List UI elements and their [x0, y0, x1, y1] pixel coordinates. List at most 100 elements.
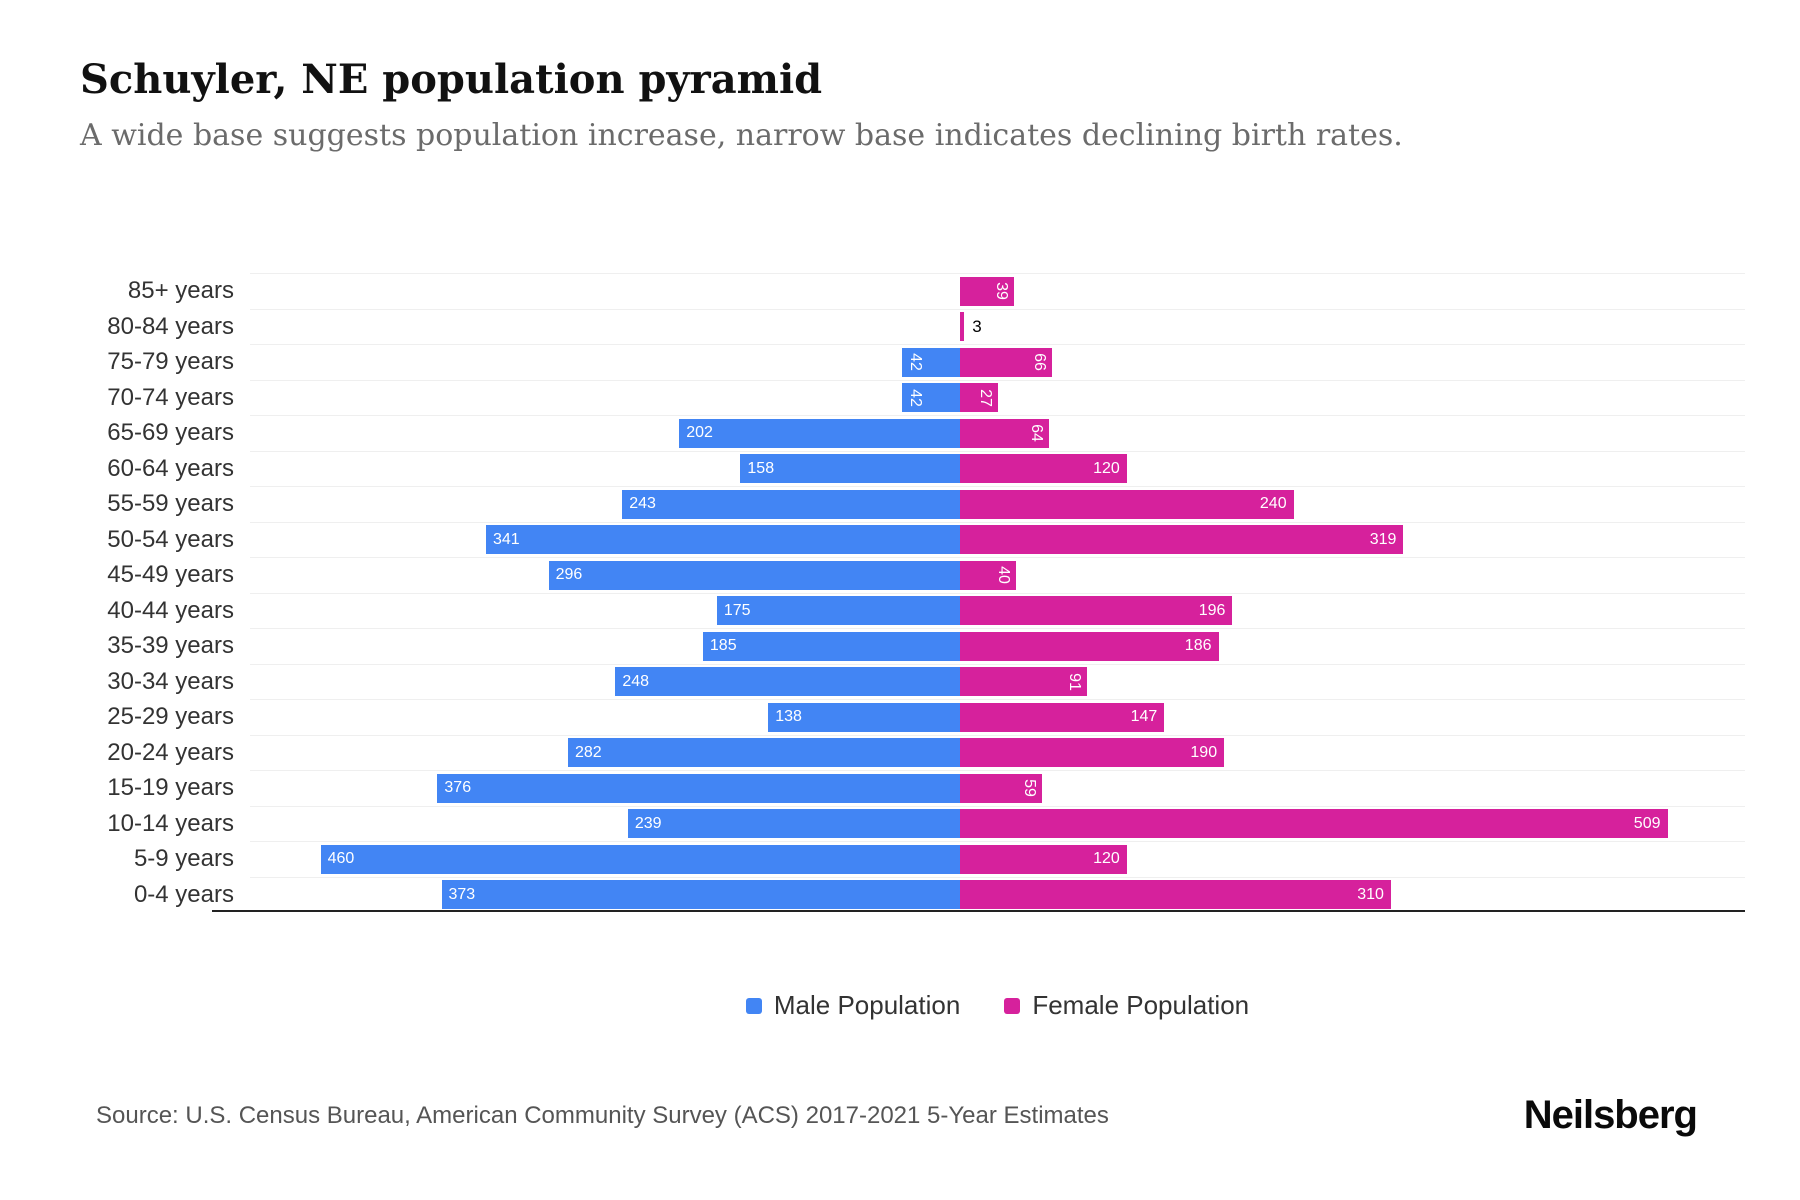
female-zone: 509 [960, 807, 1745, 842]
female-bar[interactable]: 310 [960, 880, 1391, 910]
male-bar[interactable]: 243 [622, 489, 960, 519]
bar-value-label: 296 [555, 566, 583, 584]
row-plot: 158 120 [250, 450, 1745, 487]
female-zone: 310 [960, 878, 1745, 913]
male-bar[interactable]: 282 [568, 738, 960, 768]
pyramid-row: 85+ years 39 [80, 273, 1745, 309]
bar-value-label: 341 [493, 530, 520, 548]
row-plot: 3 [250, 308, 1745, 345]
male-zone: 158 [250, 452, 960, 487]
bar-value-label: 319 [1369, 530, 1397, 548]
age-group-label: 30-34 years [107, 667, 234, 695]
bar-value-label: 91 [1065, 672, 1083, 691]
age-group-label: 75-79 years [107, 348, 234, 375]
female-bar[interactable]: 120 [960, 844, 1127, 874]
pyramid-row: 45-49 years 296 40 [80, 557, 1745, 593]
row-plot: 248 91 [250, 663, 1745, 700]
age-group-label: 60-64 years [107, 454, 234, 482]
female-zone: 319 [960, 523, 1745, 558]
male-bar[interactable]: 248 [615, 667, 960, 697]
chart-plot-area: 85+ years 39 80-84 years 3 75-79 years 42 66 70… [80, 273, 1745, 912]
male-bar[interactable]: 376 [437, 773, 960, 803]
bar-value-label: 39 [993, 282, 1011, 301]
pyramid-row: 75-79 years 42 66 [80, 344, 1745, 380]
male-zone: 42 [250, 345, 960, 380]
bar-value-label: 243 [629, 495, 656, 513]
legend-item-female[interactable]: Female Population [1004, 990, 1249, 1021]
male-bar[interactable]: 202 [679, 418, 960, 448]
bar-value-label: 42 [906, 388, 924, 407]
female-bar[interactable]: 186 [960, 631, 1219, 661]
bar-value-label: 120 [1093, 850, 1120, 868]
female-bar[interactable]: 147 [960, 702, 1165, 732]
female-zone: 186 [960, 629, 1745, 664]
male-zone: 185 [250, 629, 960, 664]
male-bar[interactable]: 296 [548, 560, 960, 590]
male-bar[interactable]: 138 [768, 702, 960, 732]
male-zone: 202 [250, 416, 960, 451]
age-group-label: 25-29 years [107, 703, 234, 730]
pyramid-row: 15-19 years 376 59 [80, 770, 1745, 806]
pyramid-row: 20-24 years 282 190 [80, 734, 1745, 771]
pyramid-row: 80-84 years 3 [80, 308, 1745, 345]
female-zone: 196 [960, 594, 1745, 629]
age-group-label: 5-9 years [133, 845, 234, 872]
female-bar[interactable]: 3 [960, 312, 982, 342]
male-bar[interactable]: 175 [716, 596, 960, 626]
age-group-label: 15-19 years [107, 774, 234, 801]
row-plot: 175 196 [250, 592, 1745, 629]
female-bar[interactable]: 91 [960, 667, 1087, 697]
male-zone: 376 [250, 771, 960, 806]
age-group-label: 70-74 years [107, 383, 234, 411]
male-bar[interactable]: 42 [901, 383, 960, 413]
legend-item-male[interactable]: Male Population [745, 990, 960, 1021]
pyramid-row: 65-69 years 202 64 [80, 415, 1745, 451]
female-bar[interactable]: 59 [960, 773, 1042, 803]
bar-value-label: 59 [1021, 779, 1039, 798]
row-plot: 373 310 [250, 876, 1745, 913]
row-plot: 42 66 [250, 344, 1745, 380]
bar-value-label: 282 [575, 743, 602, 761]
male-bar[interactable]: 42 [901, 347, 960, 377]
female-bar[interactable]: 319 [960, 525, 1404, 555]
male-bar[interactable]: 239 [627, 809, 960, 839]
row-plot: 239 509 [250, 805, 1745, 842]
bar-value-label: 376 [444, 779, 472, 797]
row-plot: 460 120 [250, 841, 1745, 877]
female-bar[interactable]: 120 [960, 454, 1127, 484]
female-bar[interactable]: 66 [960, 347, 1052, 377]
female-bar[interactable]: 64 [960, 418, 1049, 448]
female-zone: 66 [960, 345, 1745, 380]
age-group-label: 10-14 years [107, 809, 234, 837]
male-zone: 296 [250, 558, 960, 593]
bar-value-label: 27 [976, 388, 994, 407]
male-swatch-icon [745, 997, 762, 1014]
male-zone [250, 274, 960, 309]
female-bar[interactable]: 509 [960, 809, 1668, 839]
male-bar[interactable]: 373 [441, 880, 960, 910]
legend-female-label: Female Population [1032, 990, 1250, 1020]
female-bar[interactable]: 40 [960, 560, 1016, 590]
bar-value-label: 186 [1184, 637, 1212, 655]
female-bar[interactable]: 39 [960, 276, 1015, 306]
female-bar[interactable]: 27 [960, 383, 998, 413]
row-plot: 185 186 [250, 628, 1745, 664]
female-bar[interactable]: 240 [960, 489, 1294, 519]
row-plot: 138 147 [250, 699, 1745, 735]
bar-value-label: 3 [972, 316, 982, 336]
male-bar[interactable]: 460 [320, 844, 960, 874]
female-zone: 91 [960, 665, 1745, 700]
pyramid-row: 40-44 years 175 196 [80, 592, 1745, 629]
bar-value-label: 196 [1198, 601, 1226, 619]
male-bar[interactable]: 185 [702, 631, 960, 661]
male-bar[interactable]: 158 [740, 454, 960, 484]
female-bar[interactable]: 190 [960, 738, 1225, 768]
female-bar[interactable]: 196 [960, 596, 1233, 626]
age-group-label: 35-39 years [107, 632, 234, 659]
female-zone: 120 [960, 452, 1745, 487]
male-zone: 282 [250, 736, 960, 771]
population-pyramid-chart: 85+ years 39 80-84 years 3 75-79 years 42 66 70… [80, 273, 1745, 912]
pyramid-row: 70-74 years 42 27 [80, 379, 1745, 416]
male-bar[interactable]: 341 [486, 525, 960, 555]
